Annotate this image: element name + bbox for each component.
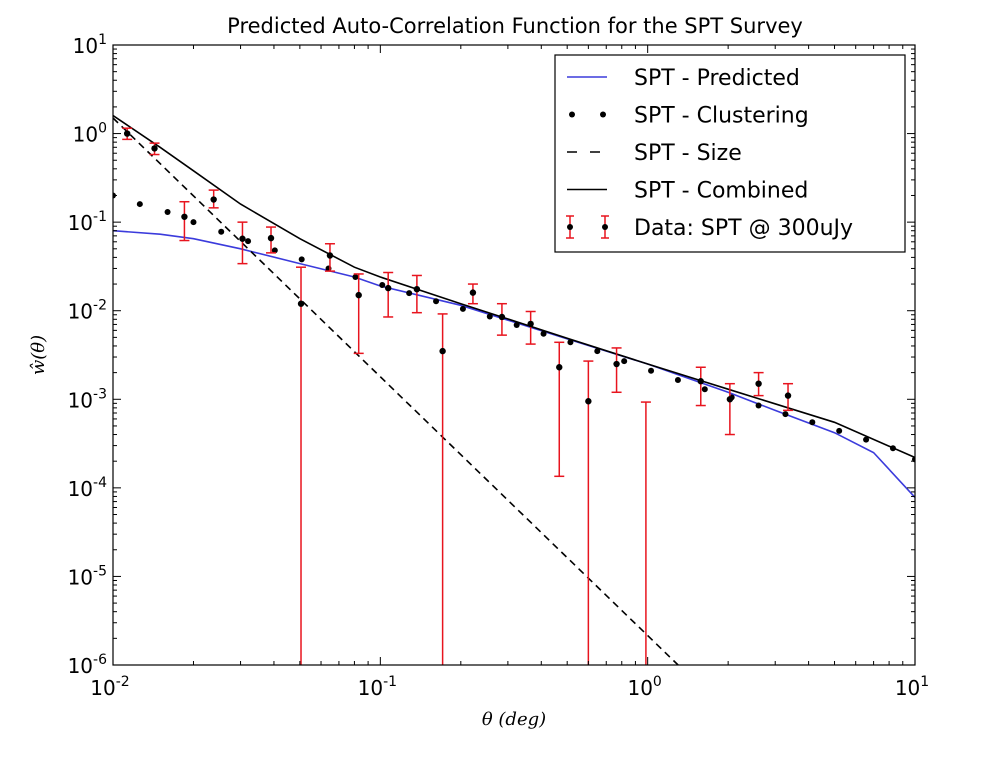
spt-clustering-point [352,274,359,281]
y-tick-label: 10-4 [68,475,108,501]
x-tick-label: 100 [627,674,661,700]
data-point [439,347,446,355]
spt-clustering-point [190,219,197,226]
legend-box [554,54,906,253]
spt-clustering-point [621,358,628,365]
data-point [151,145,158,152]
data-point [210,196,217,203]
spt-clustering-point [433,298,440,305]
data-point [585,398,592,405]
spt-clustering-point [701,386,708,393]
y-tick-label: 10-3 [68,386,107,412]
data-point [755,380,762,387]
data-point [469,289,477,296]
data-point [297,300,305,307]
spt-clustering-point [809,419,816,426]
legend-dot-swatch [602,224,608,230]
spt-clustering-point [271,247,278,254]
data-point [181,213,188,220]
legend-label: SPT - Predicted [634,66,800,91]
spt-clustering-point [863,436,870,443]
data-point [384,284,392,292]
legend-label: SPT - Combined [634,179,808,204]
spt-clustering-point [406,290,413,297]
spt-clustering-point [379,282,386,289]
legend-entry: SPT - Size [567,141,742,166]
data-point [267,234,275,242]
spt-clustering-point [836,427,843,434]
data-point [239,235,246,242]
legend-entry: SPT - Combined [567,179,808,204]
y-tick-label: 10-6 [68,652,108,678]
legend-dot-swatch [567,224,573,230]
spt-clustering-point [674,377,681,384]
spt-clustering-point [486,313,493,320]
chart-title: Predicted Auto-Correlation Function for … [227,14,803,38]
legend-label: Data: SPT @ 300uJy [634,216,853,241]
axis-ticks: 10-2 10-1 100 101 101 100 10-1 10-2 10-3 10-4 10-5… [68,32,930,700]
spt-combined-line [113,114,915,459]
y-tick-label: 10-2 [68,298,107,324]
data-point [413,285,421,293]
spt-clustering-point [567,339,574,346]
plot-frame [112,44,916,666]
spt-clustering-point [245,238,252,245]
legend-dot-swatch [569,111,575,118]
x-tick-label: 101 [895,674,929,700]
spt-clustering-point [648,367,655,374]
y-tick-label: 10-5 [68,563,107,589]
spt-predicted-line [113,229,915,498]
legend: SPT - Predicted SPT - Clustering SPT - Siz… [554,54,906,253]
spt-clustering-point [298,256,305,263]
data-point [726,396,734,403]
spt-clustering-point [540,330,547,337]
data-point [498,313,506,321]
spt-clustering-point [755,402,762,409]
spt-clustering-point [782,411,789,418]
x-axis-label: θ (deg) [482,709,546,730]
legend-dot-swatch [600,111,606,118]
legend-label: SPT - Clustering [634,104,809,129]
y-axis-label: ŵ(θ) [28,335,49,375]
spt-clustering-point [459,305,466,312]
spt-clustering-point [594,348,601,355]
legend-entry: SPT - Clustering [569,104,809,129]
data-point [326,252,334,259]
data-point [697,378,704,385]
data-point [784,392,792,399]
data-point [355,291,362,299]
legend-label: SPT - Size [634,141,742,166]
plot-area [113,114,915,665]
data-point [123,130,131,137]
data-point [556,364,563,371]
x-tick-label: 10-1 [358,674,397,700]
spt-clustering-point [218,228,225,235]
spt-clustering-point [513,321,520,328]
y-tick-label: 100 [73,121,107,147]
x-tick-label: 10-2 [90,674,129,700]
spt-clustering-point [164,209,171,216]
y-tick-label: 10-1 [68,209,107,235]
data-point [613,360,620,368]
spt-clustering-point [136,201,143,208]
y-tick-label: 101 [73,32,107,58]
legend-entry: Data: SPT @ 300uJy [566,215,853,241]
data-point [527,320,534,328]
legend-entry: SPT - Predicted [567,66,800,91]
